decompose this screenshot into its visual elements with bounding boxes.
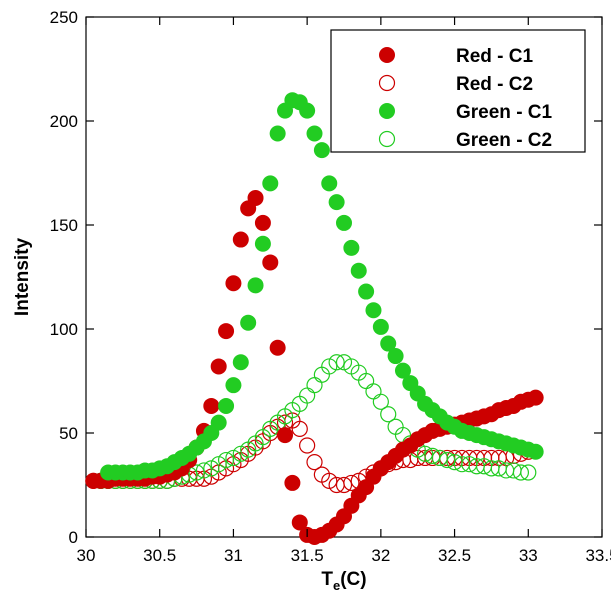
y-tick-label: 100 [50, 320, 78, 339]
x-tick-label: 32 [371, 546, 390, 565]
data-point [254, 214, 271, 231]
data-point [306, 125, 323, 142]
data-point [232, 354, 249, 371]
data-point [306, 454, 323, 471]
legend: Red - C1 Red - C2 Green - C1 Green - C2 [330, 29, 586, 153]
data-point [218, 323, 235, 340]
legend-marker [379, 47, 395, 63]
data-point [372, 318, 389, 335]
x-tick-label: 33 [519, 546, 538, 565]
x-tick-label: 31.5 [291, 546, 324, 565]
series-red-c1 [85, 189, 544, 545]
data-marks [85, 92, 544, 545]
data-point [247, 277, 264, 294]
legend-marker [378, 130, 396, 148]
legend-box [330, 29, 586, 153]
data-point [387, 348, 404, 365]
data-point [218, 397, 235, 414]
data-point [195, 462, 213, 479]
data-point [372, 393, 389, 410]
y-tick-label: 200 [50, 112, 78, 131]
data-point [299, 437, 316, 454]
data-point [188, 464, 205, 481]
data-point [284, 474, 301, 491]
data-point [380, 406, 397, 423]
x-tick-label: 30.5 [143, 546, 176, 565]
data-point [512, 464, 530, 481]
y-tick-label: 250 [50, 8, 78, 27]
data-point [277, 427, 294, 444]
data-point [328, 354, 345, 371]
data-point [306, 377, 323, 394]
data-point [217, 451, 235, 469]
legend-label: Red - C2 [456, 74, 533, 95]
data-point [343, 474, 360, 492]
data-point [232, 231, 249, 248]
data-point [210, 414, 227, 431]
data-point [291, 420, 308, 437]
data-point [335, 476, 353, 494]
y-tick-label: 150 [50, 216, 78, 235]
x-tick-label: 33.5 [585, 546, 611, 565]
data-point [358, 283, 375, 300]
data-point [321, 175, 338, 192]
legend-marker [378, 74, 396, 92]
data-point [336, 214, 352, 231]
data-point [247, 189, 264, 206]
x-tick-label: 32.5 [438, 546, 471, 565]
data-point [225, 275, 242, 292]
legend-marker [379, 103, 395, 119]
data-point [394, 362, 411, 379]
legend-label: Green - C1 [456, 102, 553, 123]
x-axis-title: Te(C) [321, 569, 366, 593]
data-point [262, 175, 279, 192]
legend-label: Red - C1 [456, 46, 534, 67]
data-point [269, 125, 286, 142]
data-point [365, 302, 382, 319]
data-point [299, 102, 316, 119]
data-point [225, 377, 242, 394]
data-point [380, 335, 397, 352]
data-point [313, 142, 330, 159]
data-point [416, 445, 434, 462]
data-point [527, 443, 544, 460]
axis-ticks: 30 30.5 31 31.5 32 32.5 33 33.5 0 50 100 150 200 250 [50, 8, 611, 565]
data-point [210, 358, 227, 375]
data-point [203, 397, 220, 414]
plot-frame [85, 16, 603, 538]
x-tick-label: 30 [77, 546, 96, 565]
legend-label: Green - C2 [456, 130, 552, 151]
data-point [527, 389, 544, 406]
series-green-c1 [100, 92, 544, 481]
data-point [269, 339, 286, 356]
data-point [520, 464, 537, 481]
y-tick-label: 0 [69, 528, 78, 547]
y-axis-title: Intensity [12, 238, 33, 317]
data-point [439, 451, 456, 469]
data-point [254, 235, 271, 252]
x-tick-label: 31 [224, 546, 243, 565]
data-point [328, 194, 345, 211]
data-point [291, 514, 308, 531]
data-point [431, 449, 448, 467]
data-point [365, 383, 382, 400]
legend-items: Red - C1 Red - C2 Green - C1 Green - C2 [378, 46, 553, 151]
data-point [424, 447, 441, 464]
data-point [343, 239, 360, 256]
y-tick-label: 50 [59, 424, 78, 443]
data-point [240, 314, 257, 331]
data-point [350, 262, 367, 279]
data-point [262, 254, 279, 271]
